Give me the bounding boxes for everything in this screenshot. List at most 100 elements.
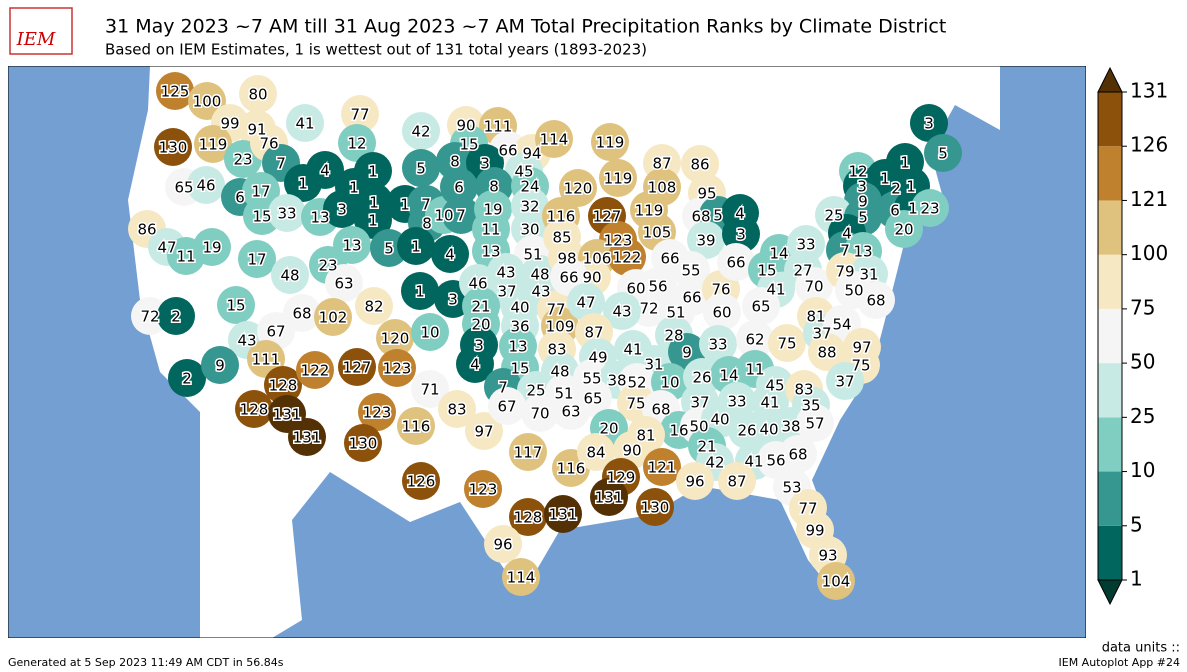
district-rank-label: 66 [559, 269, 578, 287]
colorbar-tick-label: 100 [1130, 241, 1168, 265]
district-rank-label: 1 [908, 200, 918, 218]
district-rank-label: 48 [530, 266, 549, 284]
district-rank-label: 97 [852, 339, 871, 357]
district-rank-label: 98 [557, 250, 576, 268]
district-rank-label: 9 [682, 344, 692, 362]
district-patch [643, 448, 681, 486]
district-rank-label: 56 [766, 452, 785, 470]
district-rank-label: 66 [498, 142, 517, 160]
district-patch [344, 424, 382, 462]
district-rank-label: 66 [682, 289, 701, 307]
district-rank-label: 4 [445, 246, 455, 264]
district-patch [718, 462, 756, 500]
district-rank-label: 96 [685, 473, 704, 491]
district-rank-label: 99 [805, 522, 824, 540]
district-rank-label: 1 [900, 154, 910, 172]
district-rank-label: 47 [157, 239, 176, 257]
district-rank-label: 24 [520, 178, 539, 196]
district-rank-label: 6 [890, 202, 900, 220]
district-rank-label: 60 [626, 280, 645, 298]
district-patch [736, 320, 774, 358]
district-rank-label: 33 [796, 236, 815, 254]
colorbar-segment [1098, 146, 1122, 201]
district-rank-label: 68 [691, 208, 710, 226]
district-rank-label: 50 [844, 282, 863, 300]
colorbar-over [1097, 66, 1123, 93]
district-patch [603, 292, 641, 330]
district-rank-label: 84 [586, 444, 605, 462]
district-rank-label: 51 [554, 385, 573, 403]
district-patch [924, 134, 962, 172]
district-rank-label: 11 [481, 221, 500, 239]
district-patch [559, 169, 597, 207]
district-patch [154, 128, 192, 166]
district-rank-label: 41 [766, 281, 785, 299]
colorbar-segment [1098, 254, 1122, 309]
district-patch [378, 349, 416, 387]
district-rank-label: 90 [622, 442, 641, 460]
district-rank-label: 75 [777, 335, 796, 353]
district-rank-label: 33 [727, 393, 746, 411]
district-patch [358, 393, 396, 431]
colorbar-tick-label: 10 [1130, 458, 1155, 482]
district-rank-label: 45 [765, 377, 784, 395]
district-patch [722, 215, 760, 253]
district-rank-label: 87 [584, 324, 603, 342]
district-rank-label: 41 [623, 341, 642, 359]
district-patch [465, 412, 503, 450]
district-patch [402, 112, 440, 150]
title: 31 May 2023 ~7 AM till 31 Aug 2023 ~7 AM… [105, 16, 946, 38]
district-rank-label: 79 [835, 263, 854, 281]
district-rank-label: 83 [547, 341, 566, 359]
district-rank-label: 75 [626, 395, 645, 413]
district-rank-label: 48 [550, 363, 569, 381]
district-rank-label: 83 [447, 401, 466, 419]
district-rank-label: 70 [530, 405, 549, 423]
district-patch [574, 379, 612, 417]
district-rank-label: 3 [474, 337, 484, 355]
district-patch [544, 495, 582, 533]
district-rank-label: 15 [226, 297, 245, 315]
district-rank-label: 10 [434, 207, 453, 225]
district-rank-label: 119 [596, 134, 625, 152]
district-rank-label: 30 [520, 221, 539, 239]
district-rank-label: 15 [757, 262, 776, 280]
district-rank-label: 65 [174, 179, 193, 197]
district-rank-label: 33 [708, 336, 727, 354]
logo-text: IEM [16, 29, 56, 50]
district-rank-label: 19 [483, 201, 502, 219]
district-patch [235, 390, 273, 428]
district-patch [673, 278, 711, 316]
district-patch [341, 95, 379, 133]
colorbar-segment [1098, 363, 1122, 418]
district-rank-label: 1 [368, 212, 378, 230]
district-rank-label: 119 [635, 202, 664, 220]
district-patch [411, 370, 449, 408]
district-patch [808, 333, 846, 371]
colorbar-frame [1097, 91, 1123, 581]
district-rank-label: 87 [652, 155, 671, 173]
district-rank-label: 14 [769, 245, 788, 263]
district-rank-label: 4 [470, 356, 480, 374]
district-rank-label: 123 [604, 232, 633, 250]
district-rank-label: 116 [402, 418, 431, 436]
district-rank-label: 41 [760, 394, 779, 412]
district-rank-label: 12 [848, 163, 867, 181]
district-rank-label: 14 [719, 367, 738, 385]
district-patch [509, 498, 547, 536]
district-patch [742, 287, 780, 325]
district-rank-label: 31 [644, 356, 663, 374]
district-rank-label: 77 [798, 500, 817, 518]
district-rank-label: 66 [660, 250, 679, 268]
district-rank-label: 57 [805, 415, 824, 433]
district-rank-label: 126 [407, 473, 436, 491]
district-rank-label: 23 [920, 200, 939, 218]
district-patch [338, 348, 376, 386]
district-rank-label: 70 [804, 278, 823, 296]
district-rank-label: 50 [689, 418, 708, 436]
colorbar-tick-label: 50 [1130, 350, 1155, 374]
district-patch [599, 159, 637, 197]
district-rank-label: 109 [546, 318, 575, 336]
district-rank-label: 6 [454, 179, 464, 197]
